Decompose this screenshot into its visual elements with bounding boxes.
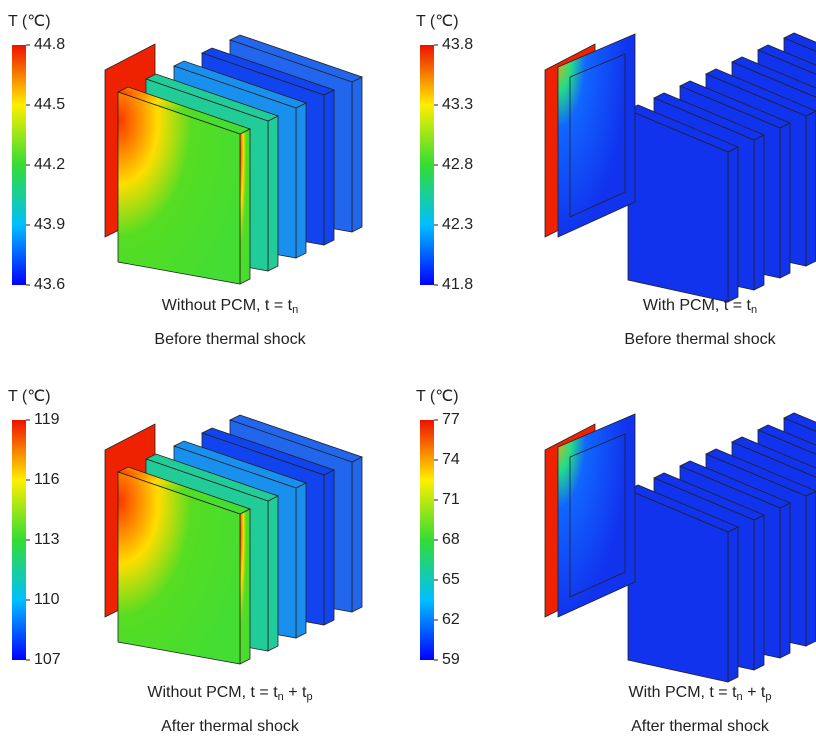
caption-part: Without PCM, t = t: [162, 297, 293, 314]
caption: Without PCM, t = tn: [162, 297, 298, 316]
caption: With PCM, t = tn + tp: [629, 684, 772, 703]
fin-edge: [805, 110, 816, 267]
fin-edge: [295, 102, 307, 259]
colorbar-tick-label: 43.3: [442, 96, 473, 113]
colorbar-tick-label: 43.6: [34, 276, 65, 293]
caption: Before thermal shock: [624, 331, 776, 348]
colorbar: [12, 420, 26, 660]
colorbar-title: T (℃): [8, 13, 51, 30]
caption: With PCM, t = tn: [643, 297, 757, 316]
colorbar-tick-label: 113: [34, 531, 60, 548]
colorbar-tick-label: 116: [34, 471, 60, 488]
colorbar-tick-label: 42.8: [442, 156, 473, 173]
caption-part: p: [306, 691, 312, 703]
colorbar-tick-label: 59: [442, 651, 460, 668]
caption-part: n: [292, 304, 298, 316]
colorbar-tick-label: 65: [442, 571, 460, 588]
fin-edge: [239, 128, 251, 285]
fin-edge: [267, 115, 279, 272]
colorbar-tick-label: 62: [442, 611, 460, 628]
colorbar-tick-label: 43.9: [34, 216, 65, 233]
colorbar-tick-label: 68: [442, 531, 460, 548]
pcm-box-inner: [569, 53, 626, 218]
pcm-box: [557, 33, 636, 238]
fin-edge: [351, 456, 363, 613]
colorbar-tick-label: 119: [34, 411, 60, 428]
fin-top: [783, 32, 816, 52]
pcm-box-inner: [569, 433, 626, 598]
colorbar-tick-label: 44.5: [34, 96, 65, 113]
fin-edge: [267, 495, 279, 652]
fin: [117, 91, 241, 285]
fin-edge: [323, 469, 335, 626]
colorbar-tick-label: 41.8: [442, 276, 473, 293]
fin-edge: [805, 490, 816, 647]
caption: After thermal shock: [161, 718, 300, 735]
fin-edge: [239, 508, 251, 665]
colorbar-tick-label: 107: [34, 651, 61, 668]
fin-edge: [727, 526, 739, 683]
colorbar-title: T (℃): [416, 13, 459, 30]
fin-top: [783, 412, 816, 432]
caption: Without PCM, t = tn + tp: [147, 684, 312, 703]
fin: [627, 489, 729, 683]
caption-part: + t: [743, 684, 766, 701]
caption-part: With PCM, t = t: [643, 297, 752, 314]
fin: [117, 471, 241, 665]
colorbar-tick-label: 71: [442, 491, 460, 508]
fin-edge: [753, 514, 765, 671]
caption-part: p: [765, 691, 771, 703]
colorbar: [12, 45, 26, 285]
fin-top: [757, 44, 816, 75]
caption: Before thermal shock: [154, 331, 306, 348]
colorbar-tick-label: 110: [34, 591, 60, 608]
fin-edge: [351, 76, 363, 233]
caption-part: n: [278, 691, 284, 703]
fin-edge: [323, 89, 335, 246]
colorbar-tick-label: 77: [442, 411, 460, 428]
colorbar-title: T (℃): [8, 388, 51, 405]
colorbar-title: T (℃): [416, 388, 459, 405]
colorbar: [420, 45, 434, 285]
caption-part: + t: [284, 684, 307, 701]
fin: [627, 109, 729, 303]
fin-edge: [295, 482, 307, 639]
pcm-box: [557, 413, 636, 618]
caption-part: Without PCM, t = t: [147, 684, 278, 701]
fin-edge: [779, 122, 791, 279]
caption-part: n: [751, 304, 757, 316]
caption-part: With PCM, t = t: [629, 684, 738, 701]
colorbar-tick-label: 43.8: [442, 36, 473, 53]
colorbar-tick-label: 44.2: [34, 156, 65, 173]
fin-edge: [779, 502, 791, 659]
caption-part: n: [737, 691, 743, 703]
colorbar-tick-label: 74: [442, 451, 460, 468]
fin-top: [757, 424, 816, 455]
colorbar: [420, 420, 434, 660]
caption: After thermal shock: [631, 718, 770, 735]
fin-edge: [727, 146, 739, 303]
fin-edge: [753, 134, 765, 291]
colorbar-tick-label: 42.3: [442, 216, 473, 233]
colorbar-tick-label: 44.8: [34, 36, 65, 53]
